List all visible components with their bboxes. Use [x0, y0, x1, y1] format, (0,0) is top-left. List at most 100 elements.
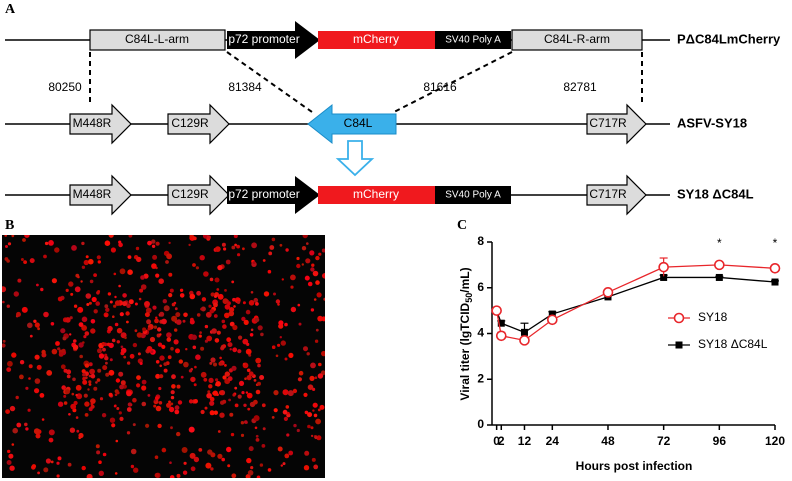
cell: [214, 295, 217, 298]
cell: [204, 406, 208, 410]
cell: [242, 362, 246, 366]
cell: [227, 376, 233, 382]
cell: [96, 255, 101, 260]
cell: [57, 456, 62, 461]
cell: [217, 453, 223, 459]
cell: [310, 426, 314, 430]
cell: [194, 365, 197, 369]
cell: [321, 350, 325, 357]
cell: [63, 394, 67, 398]
cell: [113, 272, 117, 276]
cell: [188, 399, 194, 404]
cell: [245, 309, 251, 315]
cell: [304, 410, 309, 415]
cell: [259, 463, 264, 467]
cell: [242, 301, 246, 305]
arm-label: C84L-L-arm: [125, 32, 189, 46]
cell: [243, 403, 247, 407]
cell: [255, 389, 261, 395]
cell: [60, 328, 66, 334]
cell: [93, 273, 97, 277]
cell: [81, 241, 85, 246]
cell: [125, 311, 130, 316]
cell: [250, 328, 254, 332]
cell: [114, 322, 119, 327]
cell: [189, 235, 194, 238]
cell: [129, 353, 135, 359]
point: [520, 328, 528, 336]
cell: [170, 426, 173, 430]
cell: [66, 369, 72, 375]
cell: [151, 244, 156, 248]
cell: [63, 401, 68, 405]
cell: [88, 362, 93, 367]
cell: [213, 362, 217, 367]
cell: [82, 372, 86, 377]
cell: [307, 281, 313, 287]
cell: [109, 417, 116, 423]
cell: [233, 305, 236, 308]
cell: [174, 328, 178, 332]
cell: [171, 302, 176, 307]
cell: [114, 300, 121, 306]
cell: [97, 368, 102, 373]
cell: [105, 307, 110, 312]
cell: [48, 437, 54, 443]
cell: [179, 293, 185, 298]
cell: [84, 363, 90, 368]
cell: [168, 272, 173, 277]
cell: [283, 416, 288, 421]
cell: [311, 457, 316, 462]
row-name: SY18 ΔC84L: [677, 186, 754, 201]
cell: [261, 444, 266, 448]
cell: [279, 336, 282, 339]
cell: [155, 316, 158, 319]
cell: [195, 266, 199, 270]
cell: [267, 269, 272, 274]
cell: [102, 365, 108, 371]
cell: [11, 443, 15, 446]
cell: [183, 361, 189, 368]
cell: [173, 339, 179, 345]
cell: [19, 360, 25, 365]
cell: [27, 322, 33, 329]
cell: [304, 275, 310, 281]
cell: [97, 260, 102, 264]
cell: [2, 300, 5, 304]
cell: [25, 386, 29, 390]
cell: [180, 375, 184, 379]
cell: [191, 334, 197, 341]
cell: [199, 255, 205, 261]
cell: [85, 293, 92, 299]
cell: [242, 338, 249, 345]
cell: [310, 267, 315, 272]
cell: [114, 295, 117, 299]
cell: [88, 380, 92, 384]
cell: [219, 362, 223, 365]
cell: [273, 390, 279, 396]
cell: [78, 342, 84, 348]
cell: [246, 342, 250, 346]
x-tick-label: 72: [657, 434, 671, 448]
cell: [141, 401, 147, 407]
cell: [116, 407, 120, 410]
cell: [189, 293, 196, 300]
cell: [247, 407, 251, 411]
position-label: 81384: [228, 80, 262, 94]
cell: [200, 409, 205, 415]
cell: [215, 381, 221, 387]
cell: [222, 324, 227, 329]
cell: [90, 404, 95, 409]
cell: [66, 374, 71, 379]
polya-box: [435, 31, 511, 49]
cell: [127, 402, 132, 407]
flow-arrow: [335, 140, 375, 177]
cell: [188, 243, 191, 247]
cell: [126, 361, 131, 365]
cell: [224, 364, 227, 367]
cell: [245, 391, 249, 394]
cell: [99, 397, 104, 401]
cell: [193, 399, 198, 404]
panel-label: B: [5, 218, 14, 233]
cell: [9, 405, 16, 412]
